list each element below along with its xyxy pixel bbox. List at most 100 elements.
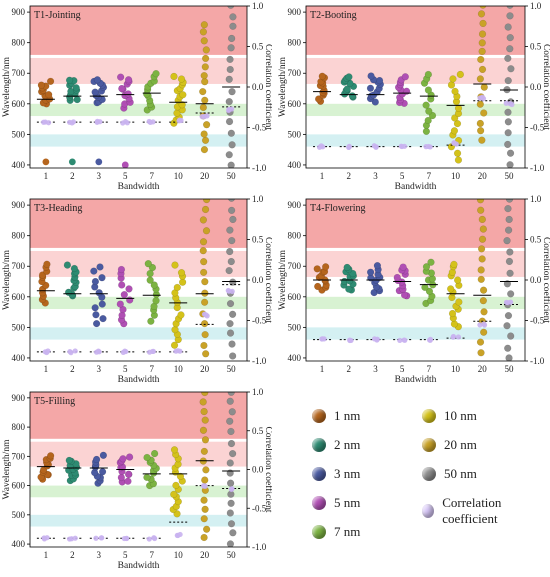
chart-panel-1: 400 500 600 700 800 900 -1.0 -0.5 0.0 0.5 1.0 1 2 3 5 7… <box>0 0 274 193</box>
data-point <box>450 260 458 268</box>
data-point <box>177 311 185 319</box>
data-point <box>506 34 514 42</box>
data-point <box>478 65 487 74</box>
legend-swatch <box>422 467 436 481</box>
panel-title: T5-Filling <box>34 396 75 407</box>
data-point <box>228 199 236 202</box>
data-point <box>227 6 235 9</box>
legend-item-1nm: 1 nm <box>312 408 360 424</box>
data-point <box>506 161 514 168</box>
data-point <box>201 320 209 328</box>
data-point <box>199 28 207 36</box>
data-point <box>201 392 209 397</box>
data-point <box>506 149 515 157</box>
corr-point <box>398 143 404 149</box>
spectral-band <box>30 485 247 498</box>
corr-point <box>150 348 156 354</box>
y2-tick-label: 1.0 <box>252 194 264 204</box>
data-point <box>126 453 134 461</box>
corr-point <box>479 94 485 100</box>
data-point <box>91 304 99 312</box>
data-point <box>226 226 234 234</box>
data-point <box>200 130 208 138</box>
legend-label: 10 nm <box>444 408 477 423</box>
data-point <box>200 533 208 542</box>
data-point <box>229 215 237 224</box>
legend-label: 1 nm <box>334 408 361 423</box>
data-point <box>90 267 98 275</box>
corr-point <box>374 336 380 342</box>
data-point <box>343 263 351 272</box>
data-point <box>200 341 208 350</box>
data-point <box>507 290 515 298</box>
x-tick-label: 10 <box>174 171 184 181</box>
y-tick-label: 900 <box>12 200 26 210</box>
data-point <box>226 417 234 425</box>
data-point <box>476 100 484 108</box>
data-point <box>227 44 235 52</box>
data-point <box>202 227 211 235</box>
data-point <box>227 479 235 487</box>
x-tick-label: 5 <box>123 550 128 560</box>
x-tick-label: 1 <box>320 364 325 374</box>
corr-point <box>450 334 456 340</box>
chart-svg: 400 500 600 700 800 900 -1.0 -0.5 0.0 0.5 1.0 1 2 3 5 7… <box>2 1 274 192</box>
x-tick-label: 20 <box>200 550 210 560</box>
data-point <box>65 76 74 84</box>
data-point <box>225 151 233 159</box>
spectral-band <box>306 327 525 340</box>
data-point <box>504 54 512 62</box>
spectral-band <box>30 57 247 84</box>
y2-tick-label: 0.5 <box>252 235 264 245</box>
data-point <box>480 308 488 316</box>
data-point <box>505 354 513 361</box>
data-point <box>91 88 99 96</box>
data-point <box>453 120 462 128</box>
data-point <box>507 65 515 73</box>
corr-point <box>94 118 101 124</box>
corr-point <box>425 143 432 150</box>
data-point <box>504 140 512 149</box>
y-tick-label: 800 <box>12 38 26 48</box>
legend-label: 2 nm <box>334 437 361 452</box>
data-point <box>124 477 132 485</box>
data-point <box>171 261 179 269</box>
data-point <box>449 75 457 83</box>
data-point <box>479 297 487 305</box>
data-point <box>315 95 323 103</box>
data-point <box>478 136 486 144</box>
x-tick-label: 5 <box>400 171 405 181</box>
data-point <box>201 278 209 286</box>
data-point <box>375 76 384 85</box>
data-point <box>228 88 236 96</box>
corr-point <box>175 348 181 354</box>
y2-tick-label: 0.0 <box>530 275 542 285</box>
y2-tick-label: 0.5 <box>252 426 264 436</box>
corr-point <box>44 535 50 541</box>
spectral-band <box>30 250 247 277</box>
data-point <box>201 416 209 424</box>
data-point <box>201 289 209 297</box>
x-tick-label: 3 <box>97 550 102 560</box>
data-point <box>229 22 237 30</box>
data-point <box>200 496 208 504</box>
data-point <box>201 298 209 306</box>
data-point <box>117 265 126 274</box>
data-point <box>227 161 235 168</box>
x-axis-label: Bandwidth <box>118 182 160 192</box>
data-point <box>425 287 434 295</box>
y2-tick-label: 0.0 <box>252 82 264 92</box>
data-point <box>178 101 186 109</box>
y-tick-label: 700 <box>12 68 26 78</box>
y2-axis-label: Correlation coefficient <box>263 426 272 512</box>
legend-item-10nm: 10 nm <box>422 408 477 424</box>
plot-area <box>30 392 247 547</box>
panel-title: T2-Booting <box>310 10 357 21</box>
data-point <box>199 216 207 224</box>
legend-item-50nm: 50 nm <box>422 466 477 482</box>
data-point <box>99 315 107 323</box>
corr-point <box>318 143 324 149</box>
y2-tick-label: 1.0 <box>252 387 264 397</box>
outlier-point <box>68 158 76 166</box>
data-point <box>201 136 210 144</box>
